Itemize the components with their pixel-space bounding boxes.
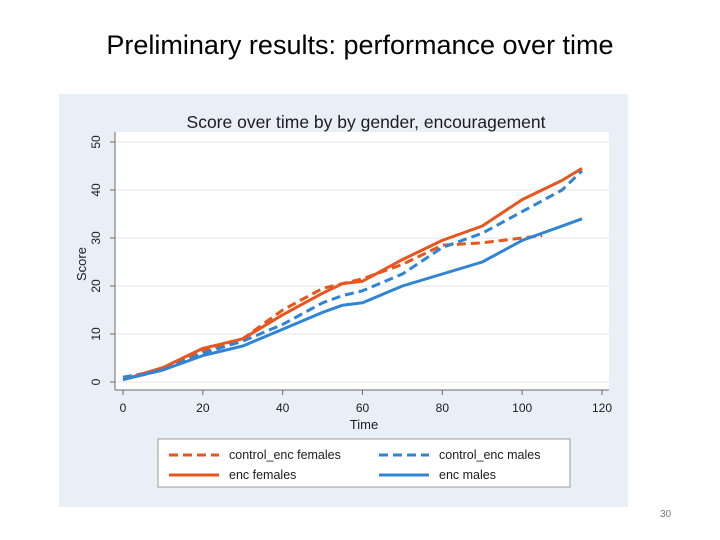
grid xyxy=(115,141,609,383)
legend-label: control_enc females xyxy=(229,448,341,462)
legend-box xyxy=(157,438,571,488)
x-axis-label: Time xyxy=(350,417,378,432)
y-tick-label: 40 xyxy=(89,183,103,197)
plot-area xyxy=(115,132,609,390)
legend-label: control_enc males xyxy=(439,448,540,462)
x-tick-label: 80 xyxy=(436,401,450,415)
slide-title: Preliminary results: performance over ti… xyxy=(106,30,614,60)
y-tick-label: 10 xyxy=(89,327,103,341)
x-tick-label: 100 xyxy=(512,401,532,415)
legend-label: enc males xyxy=(439,468,496,482)
legend-label: enc females xyxy=(229,468,296,482)
y-tick-label: 20 xyxy=(89,279,103,293)
line-chart: Score over time by by gender, encouragem… xyxy=(74,112,612,488)
series-line-enc-males xyxy=(122,217,583,382)
x-tick-label: 20 xyxy=(196,401,210,415)
series-line-control-enc-males xyxy=(122,169,584,379)
x-tick-label: 60 xyxy=(356,401,370,415)
series-lines xyxy=(122,167,584,382)
chart-figure: Score over time by by gender, encouragem… xyxy=(59,94,628,507)
chart-title: Score over time by by gender, encouragem… xyxy=(187,112,546,132)
series-line-control-enc-females xyxy=(122,234,543,382)
y-tick-label: 0 xyxy=(89,378,103,385)
x-tick-label: 120 xyxy=(592,401,612,415)
series-line-enc-females xyxy=(122,167,583,382)
y-axis-label: Score xyxy=(74,247,89,281)
x-tick-label: 40 xyxy=(276,401,290,415)
axes: 0 10 20 30 40 50 0 20 40 60 80 100 120 xyxy=(89,132,612,415)
legend: control_enc females control_enc males enc … xyxy=(157,438,571,488)
x-tick-label: 0 xyxy=(120,401,127,415)
y-tick-label: 30 xyxy=(89,231,103,245)
slide-number: 30 xyxy=(660,509,672,520)
y-tick-label: 50 xyxy=(89,135,103,149)
